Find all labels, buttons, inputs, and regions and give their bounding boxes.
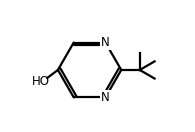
Text: HO: HO <box>32 75 50 88</box>
Text: N: N <box>101 91 110 104</box>
Text: N: N <box>101 36 110 49</box>
